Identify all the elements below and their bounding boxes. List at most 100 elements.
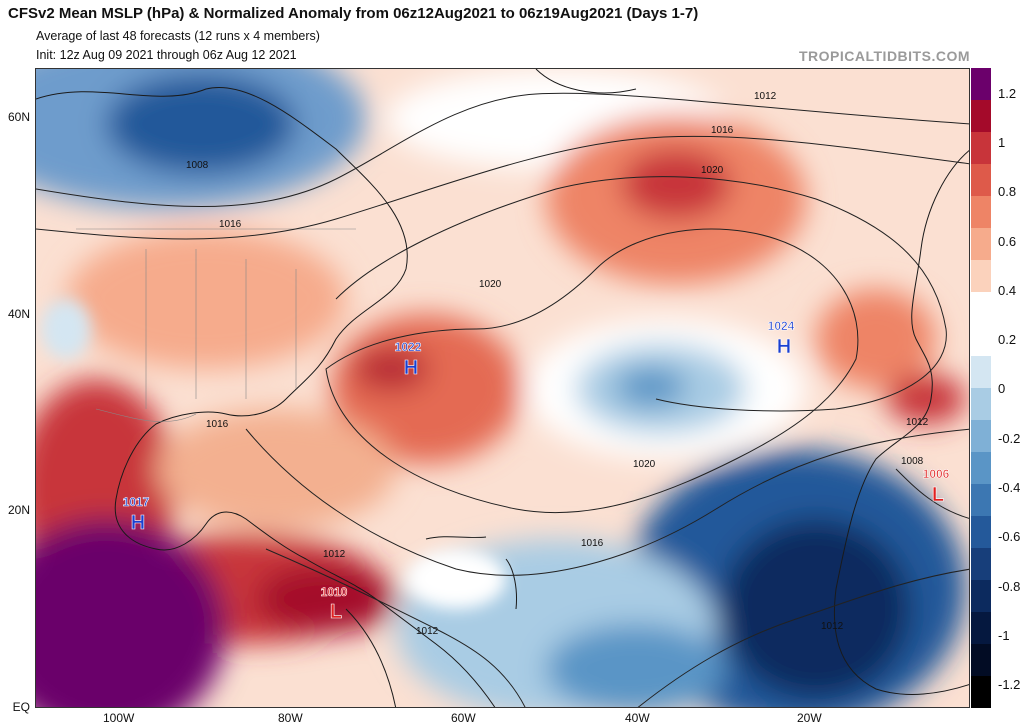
- colorbar-tick-label: 0.6: [998, 234, 1017, 249]
- colorbar-swatch: [971, 356, 991, 388]
- anom-red-iberia: [816, 289, 936, 389]
- coast-americas: [36, 87, 496, 707]
- isobar-1016-south: [245, 428, 969, 576]
- border-us-mexico: [95, 408, 197, 422]
- isobar-label: 1008: [186, 160, 209, 171]
- colorbar-swatch: [971, 548, 991, 580]
- colorbar-tick-label: 0.4: [998, 283, 1017, 298]
- anom-midblue-central: [616, 367, 686, 407]
- colorbar: [971, 68, 991, 708]
- chart-title: CFSv2 Mean MSLP (hPa) & Normalized Anoma…: [8, 5, 699, 22]
- center-letter: L: [330, 601, 342, 623]
- anom-salmon-gulf: [156, 409, 396, 529]
- colorbar-swatch: [971, 324, 991, 356]
- center-value: 1010: [321, 585, 348, 599]
- colorbar-swatch: [971, 100, 991, 132]
- anom-white-caribbean: [406, 549, 506, 609]
- center-letter: H: [404, 357, 418, 379]
- isobar-label: 1012: [754, 91, 777, 102]
- colorbar-swatch: [971, 420, 991, 452]
- coast-greater-antilles: [425, 536, 487, 540]
- colorbar-swatch: [971, 68, 991, 100]
- high-center-1017: 1017 H: [122, 495, 150, 535]
- colorbar-tick-label: -0.8: [998, 579, 1021, 594]
- coastlines: [36, 69, 969, 707]
- init-info: Init: 12z Aug 09 2021 through 06z Aug 12…: [36, 48, 297, 62]
- isobar-label: 1008: [901, 456, 924, 467]
- lat-label-40n: 40N: [7, 307, 30, 321]
- lon-label-20w: 20W: [797, 711, 822, 725]
- center-letter: H: [777, 336, 791, 358]
- high-center-1022: 1022 H: [394, 340, 422, 380]
- anom-darkred-morocco: [886, 374, 966, 424]
- colorbar-swatch: [971, 676, 991, 708]
- colorbar-tick-label: -1.2: [998, 677, 1021, 692]
- anom-deepblue-westafrica: [721, 519, 911, 699]
- isobar-1012-africa: [637, 568, 969, 707]
- pressure-centers: 1022 H 1024 H 1017 H 1010 L 1006 L: [122, 319, 950, 624]
- colorbar-swatch: [971, 260, 991, 292]
- anom-salmon-us: [66, 229, 346, 369]
- colorbar-tick-label: -0.6: [998, 529, 1021, 544]
- center-letter: L: [932, 484, 944, 506]
- isobar-label: 1016: [206, 419, 229, 430]
- anom-midblue-tropical: [546, 624, 726, 707]
- colorbar-swatch: [971, 196, 991, 228]
- colorbar-tick-label: 0.8: [998, 184, 1017, 199]
- colorbar-swatch: [971, 580, 991, 612]
- brand-watermark: TROPICALTIDBITS.COM: [798, 48, 970, 64]
- isobar-1012-north: [36, 92, 969, 207]
- isobar-label: 1016: [581, 538, 604, 549]
- isobar-label: 1012: [416, 626, 439, 637]
- isobar-label: 1020: [633, 459, 656, 470]
- colorbar-swatch: [971, 484, 991, 516]
- center-value: 1024: [768, 319, 795, 333]
- center-letter: H: [131, 512, 145, 534]
- anom-darkred-western-atlantic: [353, 347, 429, 391]
- isobar-1016-north: [36, 135, 969, 240]
- colorbar-swatch: [971, 612, 991, 644]
- anomaly-map: 1012 1016 1020 1008 1016 1020 1016 1020 …: [36, 69, 969, 707]
- isobar-label: 1012: [906, 417, 929, 428]
- colorbar-tick-label: -0.4: [998, 480, 1021, 495]
- high-center-1024: 1024 H: [767, 319, 795, 359]
- colorbar-tick-label: -1: [998, 628, 1010, 643]
- coast-southamerica: [345, 608, 397, 707]
- isobar-1024: [325, 228, 859, 514]
- colorbar-swatch: [971, 388, 991, 420]
- lon-label-40w: 40W: [625, 711, 650, 725]
- anom-darkred-northatlantic: [621, 149, 731, 219]
- lon-label-60w: 60W: [451, 711, 476, 725]
- lat-label-eq: EQ: [12, 700, 30, 714]
- anom-darkred-panama: [256, 564, 396, 634]
- coast-lesser-antilles: [505, 558, 517, 610]
- coast-greenland: [535, 69, 637, 94]
- isobar-labels: 1012 1016 1020 1008 1016 1020 1016 1020 …: [186, 91, 929, 637]
- colorbar-swatch: [971, 132, 991, 164]
- colorbar-tick-label: 0.2: [998, 332, 1017, 347]
- lon-label-100w: 100W: [103, 711, 135, 725]
- low-center-1010: 1010 L: [320, 585, 348, 624]
- lat-label-20n: 20N: [7, 503, 30, 517]
- political-borders: [76, 228, 356, 422]
- colorbar-tick-label: 1: [998, 135, 1006, 150]
- map-panel: 1012 1016 1020 1008 1016 1020 1016 1020 …: [35, 68, 970, 708]
- isobar-label: 1020: [701, 165, 724, 176]
- isobar-label: 1012: [323, 549, 346, 560]
- center-value: 1006: [923, 467, 950, 481]
- isobar-1020-ring: [335, 176, 947, 412]
- coast-europe-africa: [833, 150, 969, 695]
- isobar-label: 1020: [479, 279, 502, 290]
- isobar-label: 1016: [219, 219, 242, 230]
- lon-label-80w: 80W: [278, 711, 303, 725]
- colorbar-swatch: [971, 164, 991, 196]
- colorbar-tick-label: 1.2: [998, 86, 1017, 101]
- lat-label-60n: 60N: [7, 110, 30, 124]
- colorbar-tick-label: -0.2: [998, 431, 1021, 446]
- colorbar-swatch: [971, 228, 991, 260]
- isobar-1008-africa: [895, 468, 969, 519]
- low-center-1006: 1006 L: [922, 467, 950, 507]
- isobar-1012-south: [265, 548, 526, 707]
- state-borders: [145, 249, 297, 409]
- isobars: [36, 92, 969, 707]
